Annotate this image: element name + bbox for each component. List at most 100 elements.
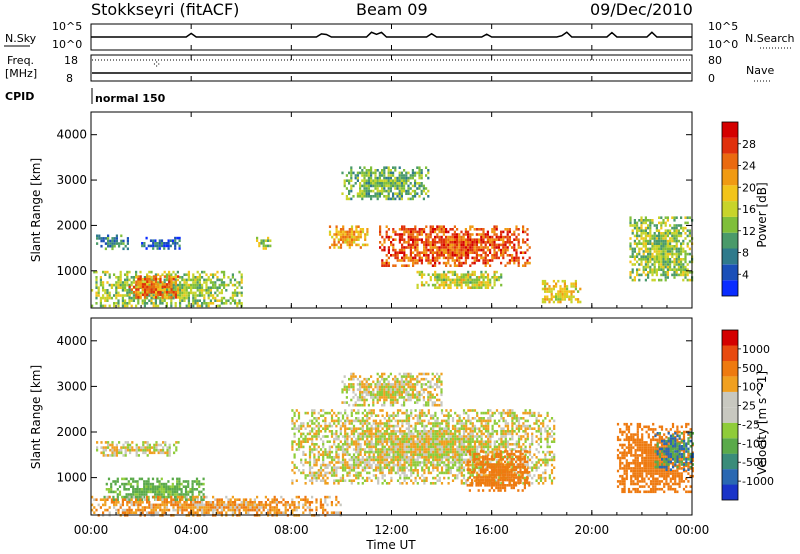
y-tick-label: 3000 — [56, 173, 87, 187]
colorbar-swatch — [722, 264, 738, 281]
velocity-colorbar: 1000 500 100 25 -25 -100 -500 -1000 — [721, 329, 774, 501]
colorbar-tick-label: 4 — [742, 268, 749, 281]
x-axis: 00:00 04:00 08:00 12:00 16:00 20:00 00:00 — [74, 24, 710, 537]
cpid-value: normal 150 — [95, 92, 166, 105]
x-tick-label: 00:00 — [74, 523, 109, 537]
freq-left-tick-top: 18 — [64, 54, 78, 67]
colorbar-swatch — [722, 469, 738, 485]
colorbar-swatch — [722, 280, 738, 297]
velocity-region-0 — [96, 441, 180, 457]
noise-left-label: N.Sky — [5, 32, 37, 45]
power-region-2 — [91, 270, 243, 308]
colorbar-tick-label: 8 — [742, 247, 749, 260]
colorbar-swatch — [722, 232, 738, 249]
colorbar-swatch — [722, 153, 738, 170]
power-region-0 — [96, 234, 129, 251]
colorbar-swatch — [722, 137, 738, 154]
colorbar-tick-label: 24 — [742, 160, 756, 173]
x-tick-label: 20:00 — [575, 523, 610, 537]
nave-label: Nave — [746, 64, 774, 77]
power-colorbar-label: Power [dB] — [755, 182, 769, 247]
colorbar-tick-label: 25 — [742, 400, 756, 413]
colorbar-swatch — [722, 376, 738, 392]
velocity-region-5 — [466, 450, 531, 492]
colorbar-tick-label: 12 — [742, 225, 756, 238]
velocity-region-4 — [341, 372, 443, 407]
colorbar-swatch — [722, 407, 738, 423]
colorbar-swatch — [722, 484, 738, 501]
colorbar-tick-label: 500 — [742, 362, 763, 375]
y-axes: 1000 2000 3000 4000 1000 2000 3000 4000 — [56, 128, 692, 485]
power-region-8 — [416, 270, 503, 289]
y-tick-label: 3000 — [56, 379, 87, 393]
colorbar-tick-label: -500 — [742, 456, 767, 469]
beam-title: Beam 09 — [356, 0, 428, 19]
colorbar-swatch — [722, 422, 738, 439]
colorbar-swatch — [722, 453, 738, 470]
colorbar-swatch — [722, 438, 738, 454]
power-region-10 — [629, 216, 694, 282]
power-region-5 — [328, 225, 369, 249]
colorbar-tick-label: 28 — [742, 138, 756, 151]
power-y-label: Slant Range [km] — [29, 158, 43, 262]
y-tick-label: 2000 — [56, 218, 87, 232]
colorbar-swatch — [722, 185, 738, 202]
x-axis-label: Time UT — [365, 538, 416, 552]
velocity-colorbar-label: Velocity [m s^-1] — [755, 371, 769, 475]
x-tick-label: 00:00 — [675, 523, 710, 537]
x-tick-label: 12:00 — [374, 523, 409, 537]
x-tick-label: 16:00 — [474, 523, 509, 537]
colorbar-swatch — [722, 391, 738, 408]
y-tick-label: 4000 — [56, 128, 87, 142]
power-region-4 — [256, 236, 272, 250]
freq-right-tick-bottom: 0 — [708, 72, 715, 85]
velocity-heatmap — [91, 372, 694, 517]
freq-right-tick-top: 80 — [708, 54, 722, 67]
velocity-y-label: Slant Range [km] — [29, 365, 43, 469]
power-region-1 — [141, 236, 181, 250]
y-tick-label: 1000 — [56, 264, 87, 278]
noise-sky-trace — [91, 31, 692, 38]
power-heatmap — [91, 166, 694, 308]
colorbar-swatch — [722, 330, 738, 346]
colorbar-swatch — [722, 345, 738, 362]
freq-glitch-mark: ⁘ — [152, 58, 161, 71]
freq-label-line2: [MHz] — [5, 67, 37, 80]
y-tick-label: 2000 — [56, 425, 87, 439]
cpid-label: CPID — [5, 90, 34, 103]
colorbar-swatch — [722, 201, 738, 217]
colorbar-tick-label: 16 — [742, 203, 756, 216]
freq-label-line1: Freq. — [7, 54, 34, 67]
power-region-3 — [128, 275, 180, 299]
noise-right-label: N.Search — [745, 32, 795, 45]
y-tick-label: 4000 — [56, 334, 87, 348]
colorbar-tick-label: 100 — [742, 381, 763, 394]
colorbar-tick-label: -25 — [742, 418, 760, 431]
power-region-9 — [541, 279, 582, 304]
freq-left-tick-bottom: 8 — [66, 72, 73, 85]
colorbar-swatch — [722, 360, 738, 377]
colorbar-swatch — [722, 122, 738, 138]
station-title: Stokkseyri (fitACF) — [91, 0, 239, 19]
colorbar-tick-label: -1000 — [742, 475, 774, 488]
colorbar-swatch — [722, 248, 738, 265]
velocity-region-7 — [654, 432, 694, 471]
noise-right-tick-bottom: 10^0 — [708, 38, 738, 51]
noise-left-tick-top: 10^5 — [52, 20, 82, 33]
power-region-7 — [379, 225, 531, 267]
noise-right-tick-top: 10^5 — [708, 20, 738, 33]
y-tick-label: 1000 — [56, 471, 87, 485]
colorbar-tick-label: -100 — [742, 437, 767, 450]
date-title: 09/Dec/2010 — [590, 0, 693, 19]
colorbar-swatch — [722, 216, 738, 233]
velocity-region-3 — [291, 409, 556, 485]
power-colorbar: 4 8 12 16 20 24 28 — [721, 121, 756, 297]
colorbar-tick-label: 1000 — [742, 343, 770, 356]
x-tick-label: 08:00 — [274, 523, 309, 537]
x-tick-label: 04:00 — [174, 523, 209, 537]
power-region-6 — [341, 166, 430, 201]
noise-left-tick-bottom: 10^0 — [52, 38, 82, 51]
colorbar-tick-label: 20 — [742, 181, 756, 194]
colorbar-swatch — [722, 169, 738, 186]
